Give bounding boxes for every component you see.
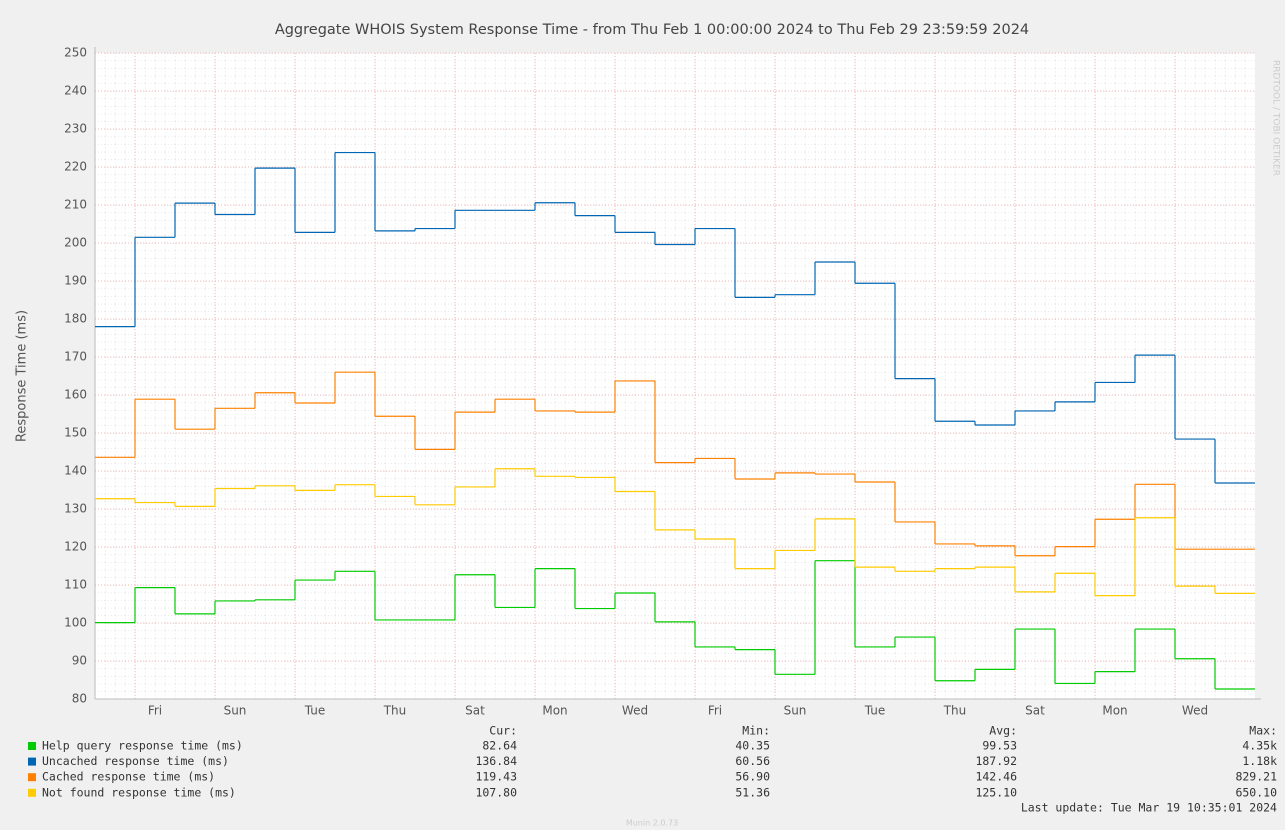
x-tick-label: Thu xyxy=(943,704,967,718)
summary-value: 136.84 xyxy=(475,754,517,768)
summary-value: 56.90 xyxy=(735,770,770,784)
y-tick-label: 120 xyxy=(64,540,87,554)
y-tick-label: 200 xyxy=(64,236,87,250)
summary-header: Max: xyxy=(1249,724,1277,738)
x-tick-label: Mon xyxy=(542,704,567,718)
x-tick-label: Wed xyxy=(1182,704,1208,718)
y-tick-label: 90 xyxy=(72,654,87,668)
y-tick-label: 80 xyxy=(72,692,87,706)
x-tick-label: Tue xyxy=(304,704,326,718)
summary-value: 187.92 xyxy=(975,754,1017,768)
x-tick-label: Mon xyxy=(1102,704,1127,718)
summary-value: 99.53 xyxy=(982,739,1017,753)
summary-value: 829.21 xyxy=(1235,770,1277,784)
y-tick-label: 230 xyxy=(64,122,87,136)
summary-value: 650.10 xyxy=(1235,785,1277,799)
summary-value: 125.10 xyxy=(975,785,1017,799)
y-tick-label: 170 xyxy=(64,350,87,364)
legend-swatch xyxy=(28,742,36,750)
x-tick-label: Wed xyxy=(622,704,648,718)
legend-label: Not found response time (ms) xyxy=(42,785,236,799)
last-update: Last update: Tue Mar 19 10:35:01 2024 xyxy=(1021,801,1277,815)
y-tick-label: 240 xyxy=(64,84,87,98)
x-tick-label: Sat xyxy=(465,704,485,718)
y-tick-label: 160 xyxy=(64,388,87,402)
summary-value: 107.80 xyxy=(475,785,517,799)
x-tick-label: Sun xyxy=(784,704,807,718)
y-tick-label: 180 xyxy=(64,312,87,326)
summary-value: 82.64 xyxy=(482,739,517,753)
summary-header: Avg: xyxy=(989,724,1017,738)
legend-swatch xyxy=(28,773,36,782)
y-tick-label: 150 xyxy=(64,426,87,440)
legend-swatch xyxy=(28,757,36,766)
legend-swatch xyxy=(28,788,36,797)
y-tick-label: 100 xyxy=(64,616,87,630)
y-tick-label: 140 xyxy=(64,464,87,478)
summary-value: 4.35k xyxy=(1242,739,1277,753)
x-tick-label: Fri xyxy=(148,704,162,718)
munin-version: Munin 2.0.73 xyxy=(626,819,678,828)
summary-header: Cur: xyxy=(489,724,517,738)
x-tick-label: Thu xyxy=(383,704,407,718)
summary-value: 40.35 xyxy=(735,739,770,753)
rrdtool-credit: RRDTOOL / TOBI OETIKER xyxy=(1271,60,1281,176)
y-tick-label: 110 xyxy=(64,578,87,592)
summary-value: 119.43 xyxy=(475,770,517,784)
x-tick-label: Tue xyxy=(864,704,886,718)
y-tick-label: 220 xyxy=(64,160,87,174)
summary-value: 142.46 xyxy=(975,770,1017,784)
summary-value: 1.18k xyxy=(1242,754,1277,768)
minor-grid xyxy=(95,53,1255,699)
y-axis-label: Response Time (ms) xyxy=(15,310,30,442)
y-tick-label: 130 xyxy=(64,502,87,516)
summary-header: Min: xyxy=(742,724,770,738)
legend-label: Cached response time (ms) xyxy=(42,770,215,784)
legend: Cur: Min: Avg: Max: Help query response time… xyxy=(28,724,1277,799)
y-tick-label: 250 xyxy=(64,46,87,60)
legend-label: Help query response time (ms) xyxy=(42,739,243,753)
summary-value: 60.56 xyxy=(735,754,770,768)
series-layer xyxy=(95,151,1255,690)
y-tick-label: 190 xyxy=(64,274,87,288)
y-tick-label: 210 xyxy=(64,198,87,212)
x-tick-label: Sun xyxy=(224,704,247,718)
chart-title: Aggregate WHOIS System Response Time - f… xyxy=(275,22,1029,38)
x-tick-label: Fri xyxy=(708,704,722,718)
summary-value: 51.36 xyxy=(735,785,770,799)
legend-label: Uncached response time (ms) xyxy=(42,754,229,768)
x-tick-label: Sat xyxy=(1025,704,1045,718)
